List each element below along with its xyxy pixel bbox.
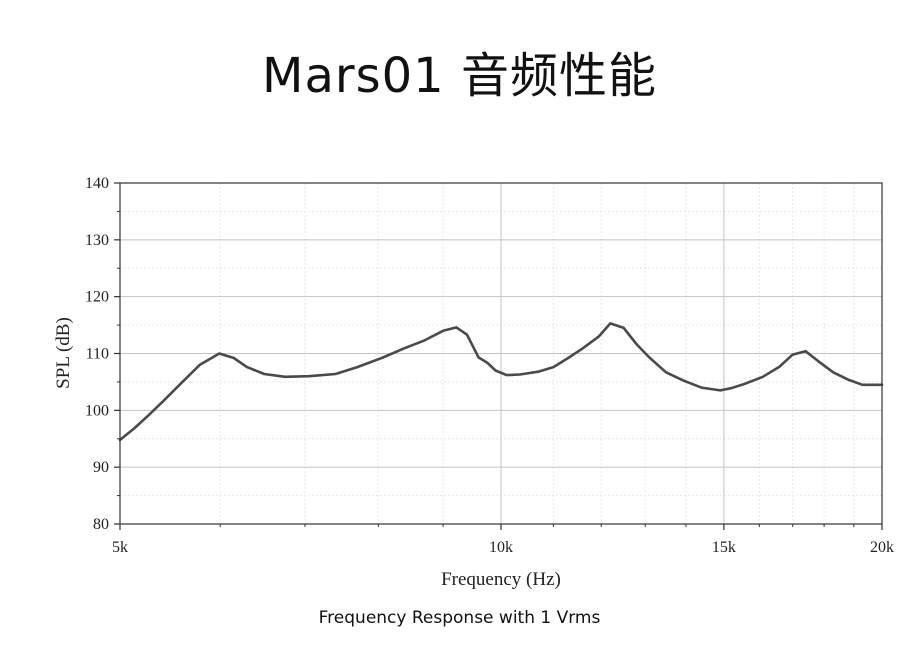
y-axis-label: SPL (dB) — [53, 317, 74, 389]
y-tick-label: 120 — [85, 289, 109, 306]
series-layer — [118, 322, 884, 442]
y-tick-label: 140 — [85, 175, 109, 192]
x-tick-label: 5k — [112, 539, 128, 556]
slide-title: Mars01 音频性能 — [262, 48, 657, 104]
chart-caption: Frequency Response with 1 Vrms — [318, 608, 601, 628]
x-axis-label: Frequency (Hz) — [441, 569, 561, 590]
y-tick-label: 110 — [86, 346, 109, 363]
y-tick-label: 80 — [93, 516, 109, 533]
ticks: 80 90 100 110 120 130 140 5k 10k 15k 20k — [85, 175, 894, 556]
x-tick-label: 20k — [870, 539, 894, 556]
y-tick-label: 100 — [85, 402, 109, 419]
grid — [119, 182, 883, 525]
y-tick-label: 130 — [85, 232, 109, 249]
x-tick-label: 15k — [712, 539, 736, 556]
y-tick-label: 90 — [93, 459, 109, 476]
spl-response-line — [118, 322, 884, 442]
x-tick-label: 10k — [489, 539, 513, 556]
